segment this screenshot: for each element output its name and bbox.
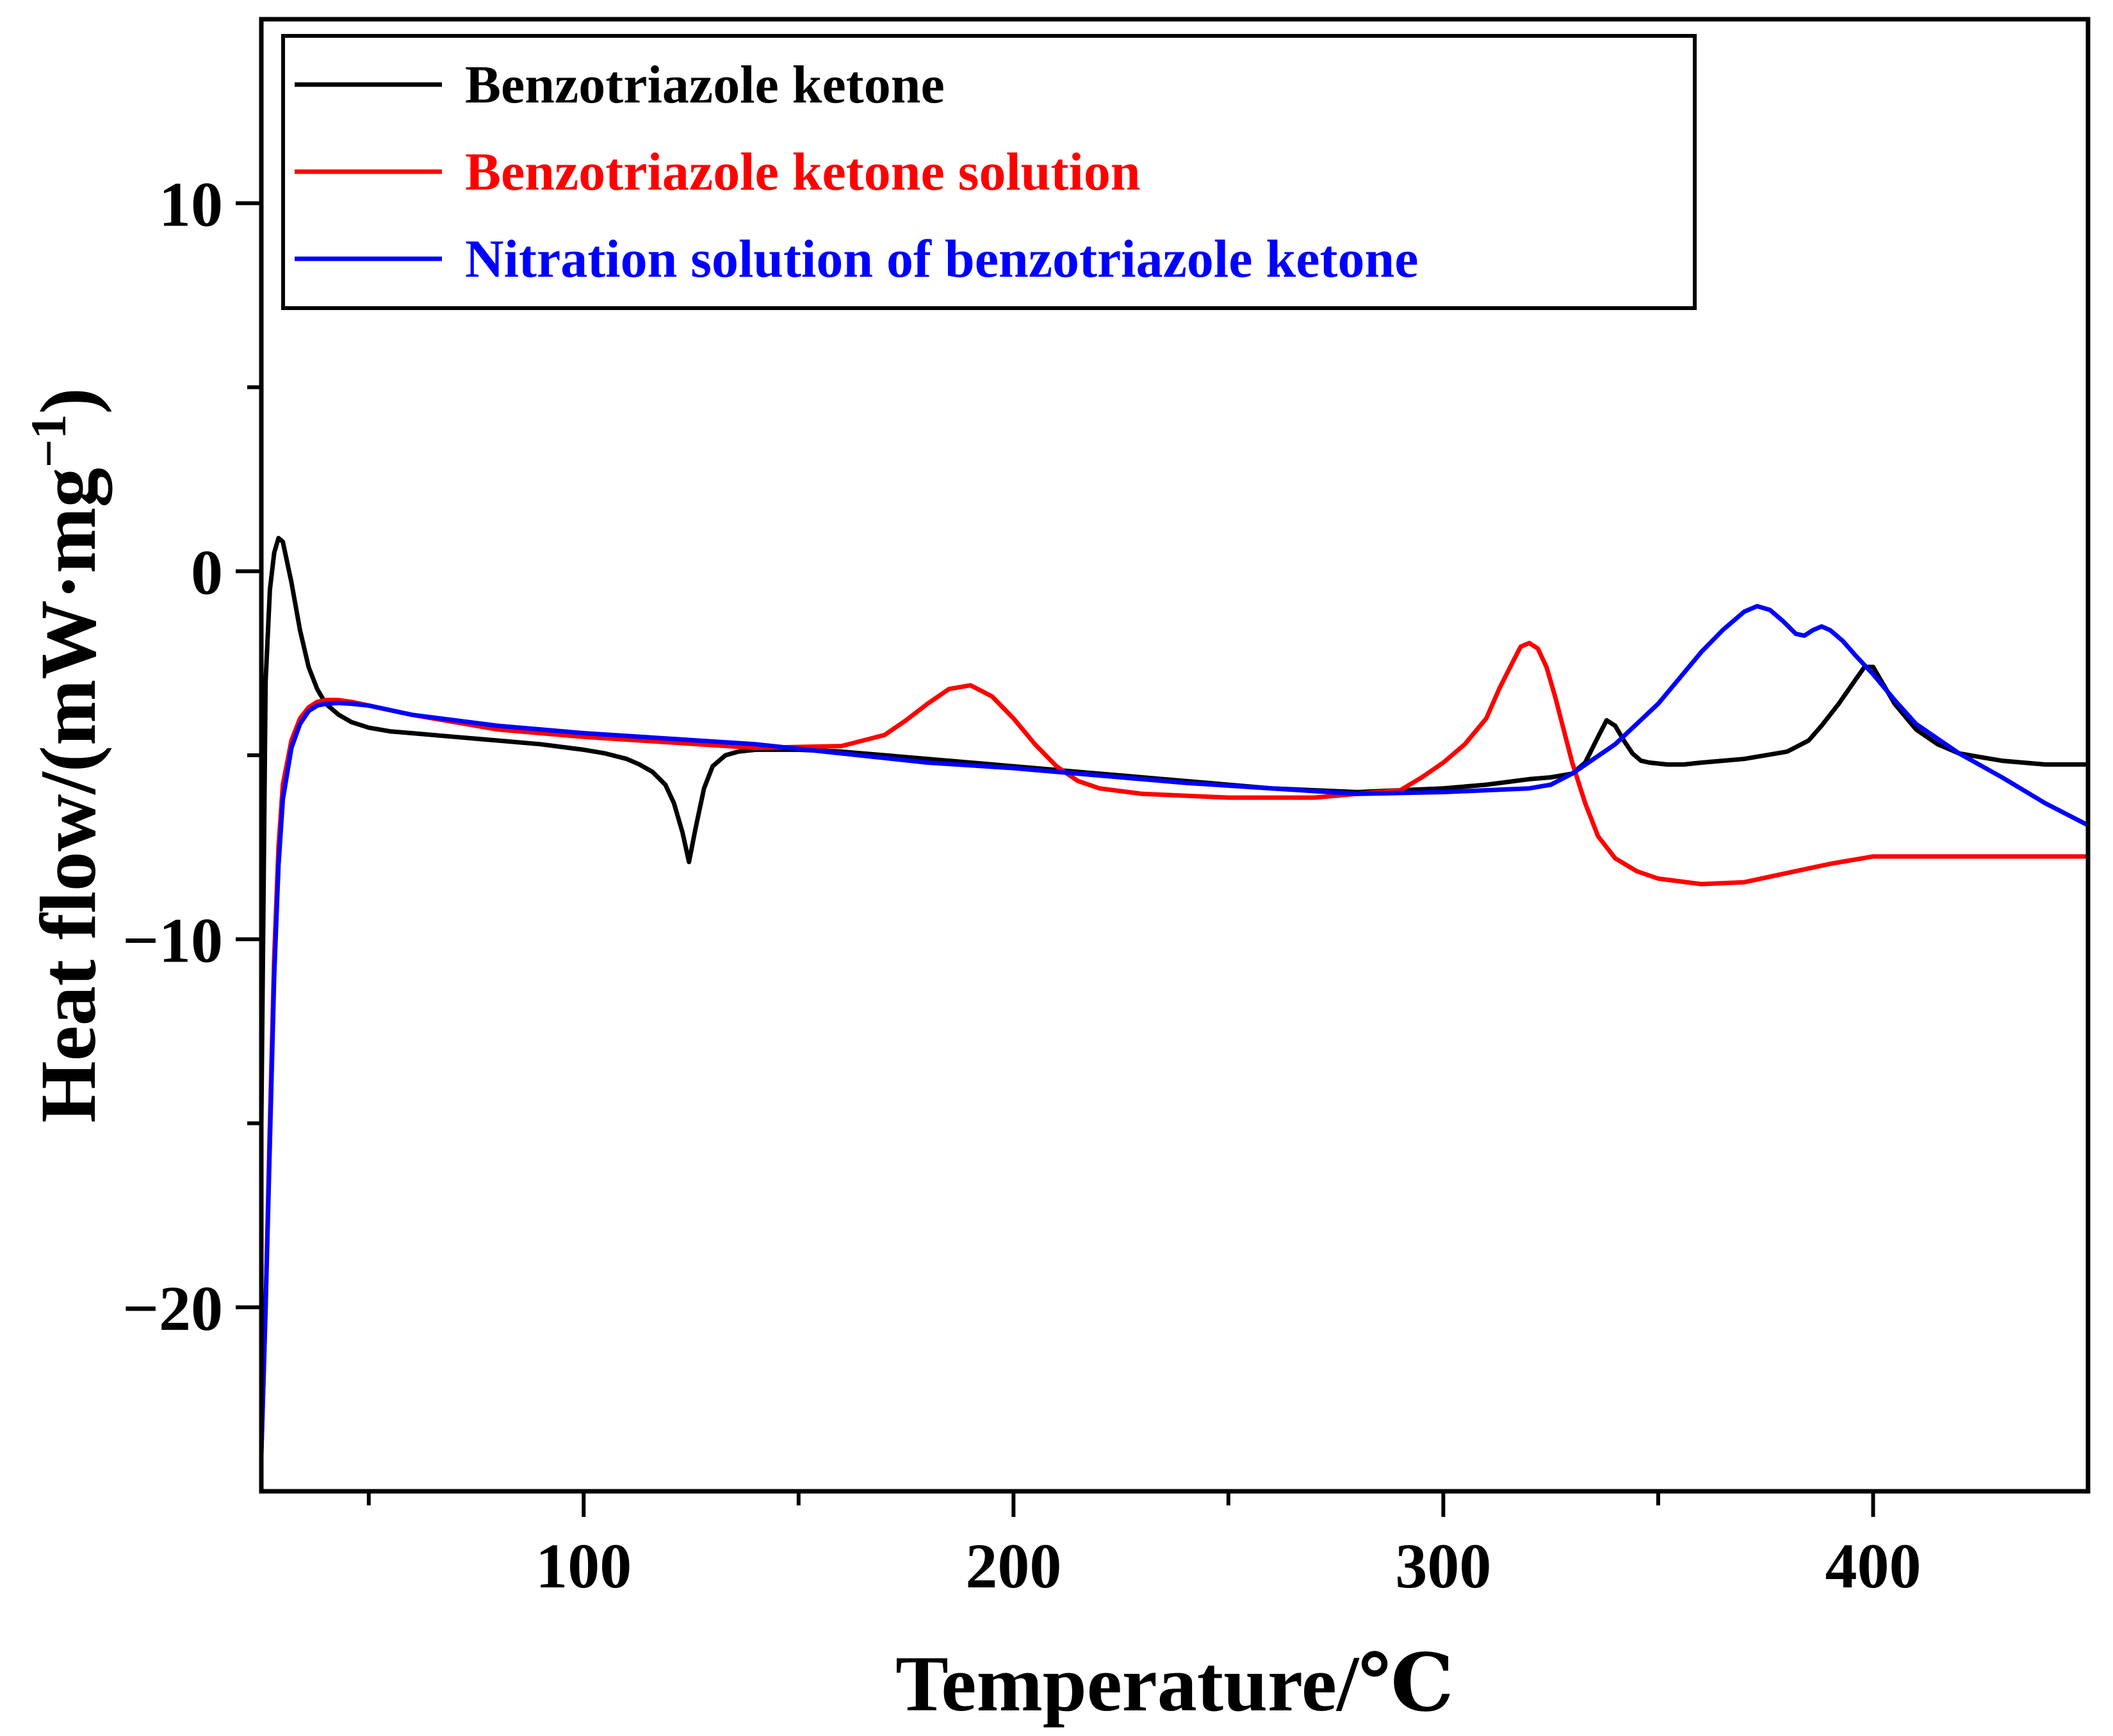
legend-box [281,34,1697,310]
plot-frame [259,17,2091,1494]
x-tick-label-400: 400 [1825,1530,1921,1601]
series-line-2 [261,603,2088,1457]
y-tick-label-10: 10 [159,168,223,240]
x-tick-label-100: 100 [535,1530,632,1601]
y-axis-title-main: Heat flow/(mW·mg [24,468,113,1123]
y-axis-title-superscript: −1 [20,414,76,468]
legend: Benzotriazole ketone Benzotriazole keton… [281,34,1697,310]
y-tick-label-0: 0 [191,537,223,608]
series-line-0 [261,536,2088,1126]
y-axis-title-close: ) [24,388,112,414]
legend-label-1: Benzotriazole ketone solution [465,142,1141,202]
axis-ticks [236,201,1875,1517]
series-layer [261,536,2088,1457]
y-axis-title: Heat flow/(mW·mg−1) [20,388,113,1123]
y-tick-label--10: −10 [122,905,223,976]
x-tick-label-200: 200 [965,1530,1061,1601]
x-axis-title: Temperature/℃ [895,1640,1454,1728]
legend-label-2: Nitration solution of benzotriazole keto… [465,229,1419,289]
y-tick-label--20: −20 [122,1273,223,1344]
series-line-1 [261,641,2088,1457]
legend-label-0: Benzotriazole ketone [465,55,945,115]
tick-labels: 100 200 300 400 −20 −10 0 10 [122,168,1921,1601]
x-tick-label-300: 300 [1395,1530,1491,1601]
